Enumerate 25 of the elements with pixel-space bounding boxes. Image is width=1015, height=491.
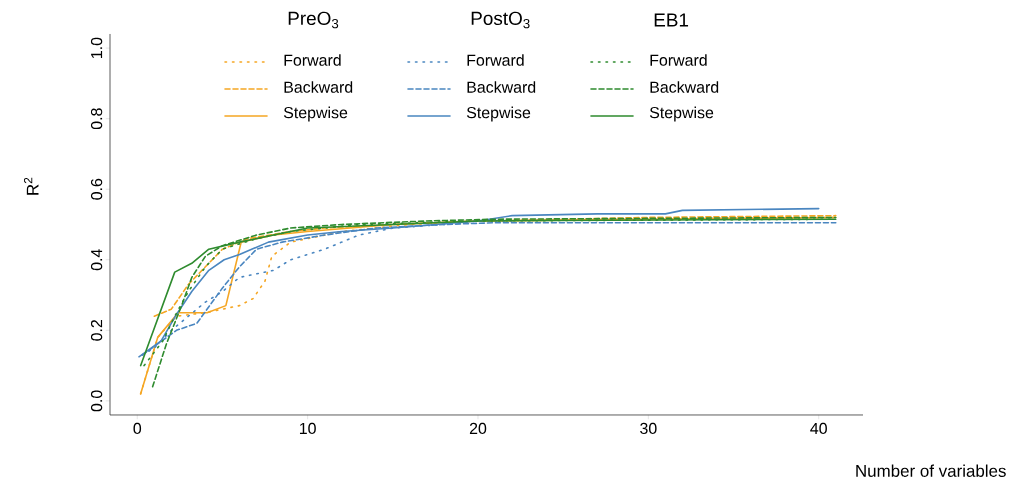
legend-label: Backward: [650, 81, 719, 93]
text: PostO$_{3}$: [471, 11, 530, 29]
x-tick-label: 30: [640, 422, 657, 435]
x-tick-label: 20: [469, 422, 487, 435]
x-tick-label: 0: [133, 422, 142, 435]
y-tick-label: 0.4: [90, 249, 103, 271]
y-tick-label: 0.2: [90, 320, 103, 341]
legend-label: Backward: [284, 81, 353, 93]
x-axis-title: Number of variables: [856, 464, 1006, 477]
legend-label: Forward: [650, 54, 707, 66]
x-tick-label: 10: [299, 422, 316, 435]
legend-label: Backward: [467, 81, 536, 93]
x-tick-label: 40: [810, 422, 827, 435]
y-tick-label: 0.8: [90, 108, 103, 130]
legend-label: Stepwise: [466, 106, 531, 122]
legend-label: Forward: [284, 54, 341, 66]
y-axis-title: R$^{2}$: [23, 177, 39, 195]
legend-label: Stepwise: [283, 106, 348, 122]
y-tick-label: 0.6: [90, 178, 103, 200]
legend-label: Forward: [467, 54, 524, 66]
y-tick-label: 0.0: [90, 390, 103, 412]
text: EB1: [654, 13, 689, 27]
legend-label: Stepwise: [649, 106, 714, 122]
y-tick-label: 1.0: [90, 37, 103, 58]
text: PreO$_{3}$: [288, 11, 339, 29]
